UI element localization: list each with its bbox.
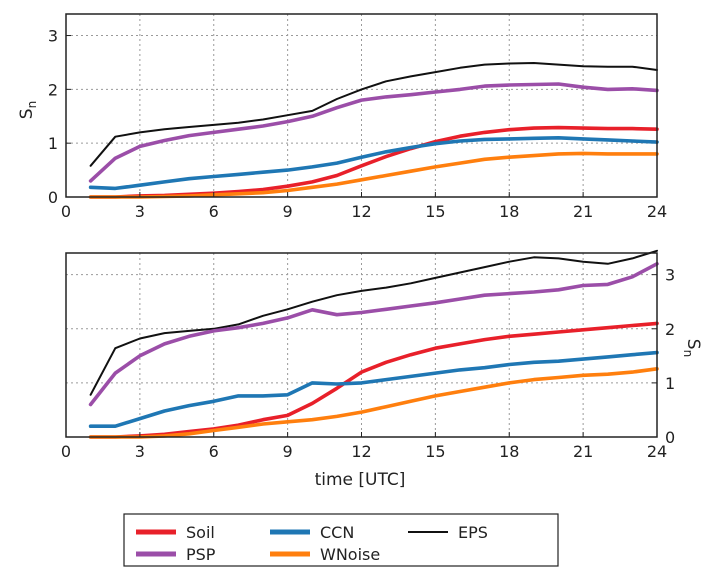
series-line-wnoise <box>88 151 659 199</box>
y-tick-label: 0 <box>48 188 58 207</box>
top-ylabel: Sn <box>17 101 39 119</box>
grid <box>66 14 657 197</box>
bottom-ylabel: Sn <box>681 339 703 357</box>
series-line-eps <box>89 62 658 167</box>
legend-label-psp: PSP <box>186 545 216 564</box>
series-line-psp <box>88 261 659 407</box>
y-tick-label: 2 <box>48 80 58 99</box>
x-tick-label: 21 <box>573 202 593 221</box>
legend-label-wnoise: WNoise <box>320 545 380 564</box>
series-group <box>88 249 659 439</box>
y-tick-label: 3 <box>48 27 58 46</box>
x-tick-label: 3 <box>135 202 145 221</box>
x-tick-label: 21 <box>573 442 593 461</box>
bottom-xlabel: time [UTC] <box>315 470 406 490</box>
x-tick-label: 15 <box>425 442 445 461</box>
x-tick-label: 3 <box>135 442 145 461</box>
grid <box>66 253 657 437</box>
series-line-psp <box>88 82 659 183</box>
x-tick-label: 12 <box>351 442 371 461</box>
series-line-wnoise <box>88 366 659 439</box>
y-tick-label: 1 <box>48 134 58 153</box>
x-tick-label: 18 <box>499 202 519 221</box>
x-tick-label: 9 <box>283 202 293 221</box>
x-tick-label: 0 <box>61 442 71 461</box>
y-tick-label: 3 <box>665 266 675 285</box>
y-tick-label: 1 <box>665 374 675 393</box>
x-tick-label: 18 <box>499 442 519 461</box>
x-tick-label: 12 <box>351 202 371 221</box>
x-tick-label: 0 <box>61 202 71 221</box>
legend: Soil CCN EPS PSP WNoise <box>123 513 559 567</box>
series-line-eps <box>89 249 658 396</box>
series-line-soil <box>88 321 659 439</box>
series-group <box>88 62 659 199</box>
legend-label-eps: EPS <box>458 523 488 542</box>
y-tick-label: 0 <box>665 428 675 447</box>
x-tick-label: 24 <box>647 202 667 221</box>
y-tick-label: 2 <box>665 320 675 339</box>
series-line-ccn <box>88 350 659 429</box>
legend-label-soil: Soil <box>186 523 215 542</box>
x-tick-label: 6 <box>209 442 219 461</box>
legend-label-ccn: CCN <box>320 523 354 542</box>
x-tick-label: 9 <box>283 442 293 461</box>
legend-frame <box>123 513 559 567</box>
series-line-ccn <box>88 136 659 191</box>
x-tick-label: 6 <box>209 202 219 221</box>
x-tick-label: 15 <box>425 202 445 221</box>
x-tick-label: 24 <box>647 442 667 461</box>
